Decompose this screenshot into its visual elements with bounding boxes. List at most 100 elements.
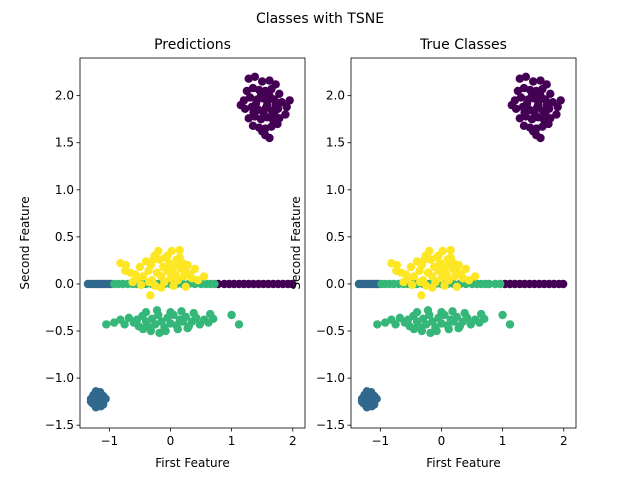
scatter-point xyxy=(407,280,417,290)
scatter-point xyxy=(99,400,108,409)
scatter-point xyxy=(138,272,148,281)
scatter-point xyxy=(163,251,172,260)
scatter-point xyxy=(423,306,433,315)
scatter-point xyxy=(412,308,422,317)
scatter-point xyxy=(190,264,200,274)
scatter-point xyxy=(157,283,166,292)
scatter-point xyxy=(538,84,547,94)
scatter-point xyxy=(530,108,539,117)
true-classes-panel: True Classes −1 0 1 2 −1.5 −1.0 −0.5 0.0 0.5 1.0 1.… xyxy=(289,37,577,470)
scatter-point xyxy=(259,108,268,117)
scatter-point xyxy=(154,246,163,256)
y-axis-label: Second Feature xyxy=(18,196,32,289)
scatter-point xyxy=(454,260,463,270)
scatter-point xyxy=(440,281,449,290)
scatter-point xyxy=(288,279,297,289)
scatter-point xyxy=(262,100,272,110)
y-axis-label: Second Feature xyxy=(289,196,303,289)
scatter-point xyxy=(210,279,219,289)
scatter-point xyxy=(258,77,267,86)
scatter-point xyxy=(529,77,538,86)
scatter-point xyxy=(146,291,155,300)
scatter-point xyxy=(403,315,413,324)
scatter-point xyxy=(507,100,516,110)
y-tick-label: 0.0 xyxy=(326,277,345,291)
scatter-point xyxy=(90,393,99,403)
scatter-point xyxy=(102,320,111,329)
scatter-points xyxy=(83,72,297,412)
scatter-point xyxy=(498,310,507,320)
scatter-point xyxy=(135,262,145,272)
scatter-point xyxy=(256,91,266,100)
scatter-point xyxy=(373,320,382,329)
scatter-point xyxy=(533,100,543,110)
scatter-point xyxy=(245,93,255,102)
scatter-point xyxy=(251,99,261,108)
scatter-point xyxy=(181,282,190,291)
scatter-point xyxy=(149,255,158,264)
x-axis-label: First Feature xyxy=(426,456,500,470)
scatter-point xyxy=(556,96,565,105)
scatter-point xyxy=(485,279,494,289)
y-tick-label: 1.0 xyxy=(55,183,74,197)
scatter-point xyxy=(175,253,184,262)
scatter-point xyxy=(434,251,443,260)
scatter-point xyxy=(361,393,370,403)
scatter-point xyxy=(275,89,284,99)
scatter-point xyxy=(536,76,545,85)
y-tick-label: −0.5 xyxy=(316,324,345,338)
x-tick-label: 2 xyxy=(560,434,568,448)
scatter-point xyxy=(417,291,426,300)
scatter-point xyxy=(132,315,142,324)
x-tick-label: 0 xyxy=(167,434,175,448)
scatter-point xyxy=(553,102,562,112)
scatter-point xyxy=(464,276,474,285)
scatter-point xyxy=(536,133,545,143)
scatter-point xyxy=(141,308,151,317)
y-tick-label: 1.5 xyxy=(55,136,74,150)
scatter-point xyxy=(536,91,545,100)
scatter-point xyxy=(409,324,419,334)
scatter-point xyxy=(461,264,471,274)
scatter-point xyxy=(285,96,294,105)
y-tick-label: −1.0 xyxy=(316,371,345,385)
scatter-point xyxy=(559,279,568,289)
scatter-point xyxy=(399,277,408,287)
y-tick-label: −1.5 xyxy=(45,418,74,432)
scatter-point xyxy=(496,279,505,289)
scatter-point xyxy=(446,253,455,262)
x-tick-label: 0 xyxy=(438,434,446,448)
scatter-point xyxy=(166,265,175,274)
scatter-point xyxy=(516,93,526,102)
scatter-point xyxy=(417,326,427,336)
scatter-point xyxy=(265,91,274,100)
scatter-point xyxy=(370,400,379,409)
x-tick-label: −1 xyxy=(100,434,118,448)
scatter-point xyxy=(146,326,156,336)
scatter-point xyxy=(529,127,538,136)
scatter-point xyxy=(136,280,146,290)
scatter-point xyxy=(175,245,184,255)
scatter-point xyxy=(522,99,532,108)
scatter-point xyxy=(234,320,244,329)
scatter-point xyxy=(236,100,245,110)
scatter-point xyxy=(138,324,148,334)
y-tick-label: −1.0 xyxy=(45,371,74,385)
scatter-point xyxy=(446,245,455,255)
scatter-point xyxy=(173,260,182,270)
scatter-point xyxy=(444,324,453,334)
y-tick-label: 0.5 xyxy=(326,230,345,244)
y-tick-label: 1.0 xyxy=(326,183,345,197)
scatter-point xyxy=(193,276,203,285)
x-tick-label: 1 xyxy=(228,434,236,448)
scatter-point xyxy=(249,108,258,117)
scatter-point xyxy=(391,320,400,329)
figure-title: Classes with TSNE xyxy=(256,11,384,27)
predictions-panel: Predictions −1 0 1 2 −1.5 −1.0 −0.5 0.0 0.5 1.0 1.5… xyxy=(18,37,306,470)
y-tick-label: −0.5 xyxy=(45,324,74,338)
x-tick-label: 1 xyxy=(499,434,507,448)
scatter-point xyxy=(189,308,198,318)
scatter-point xyxy=(437,308,446,317)
scatter-point xyxy=(527,91,537,100)
